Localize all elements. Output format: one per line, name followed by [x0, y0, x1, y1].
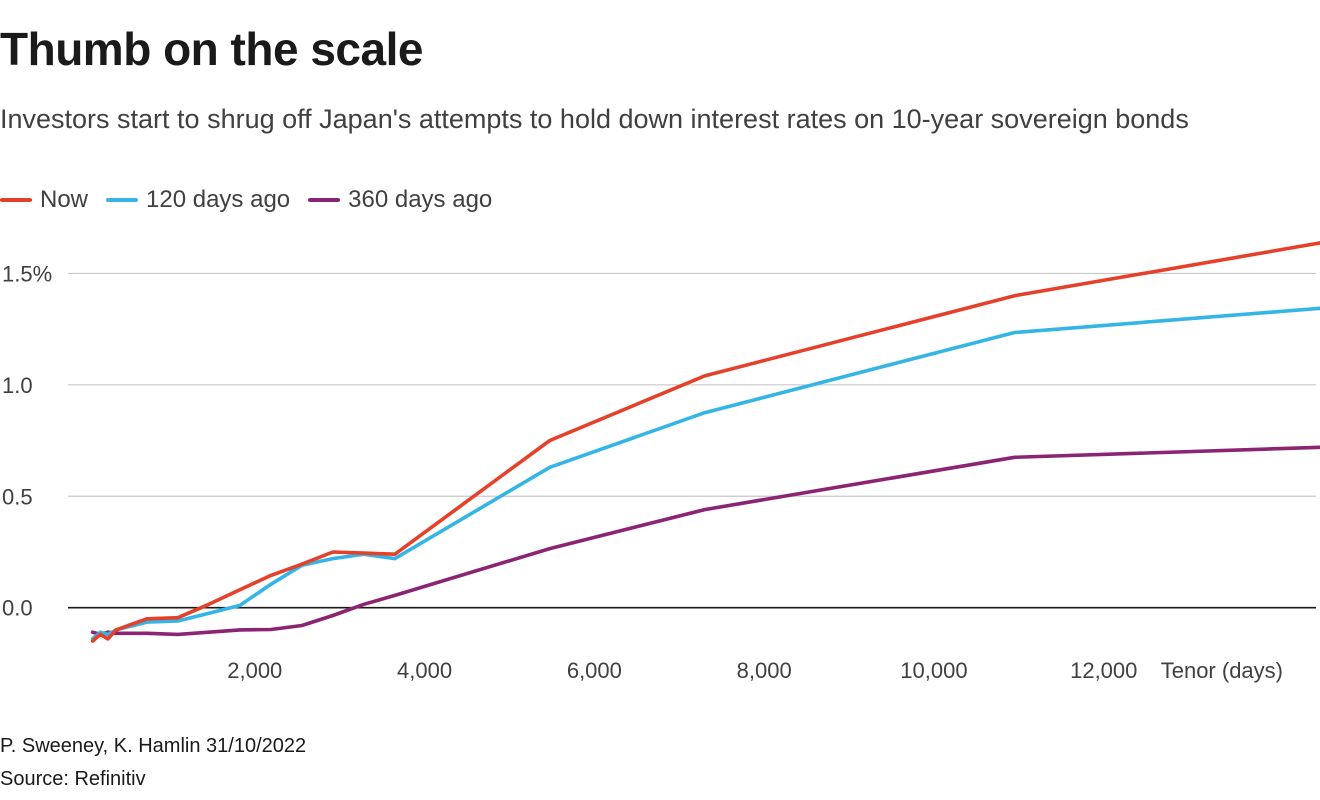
chart-subtitle: Investors start to shrug off Japan's att…: [0, 104, 1189, 134]
x-tick-label: 4,000: [397, 658, 452, 683]
legend-item-now: Now: [0, 186, 88, 214]
y-tick-label: 0.5: [2, 484, 33, 509]
source-note: Source: Refinitiv: [0, 768, 146, 790]
x-tick-label: 8,000: [737, 658, 792, 683]
y-tick-label: 0.0: [2, 596, 33, 621]
series-line-120-days-ago: [90, 306, 1320, 641]
y-tick-label: 1.0: [2, 373, 33, 398]
legend-swatch-120-days-ago: [106, 198, 139, 202]
legend-item-360-days-ago: 360 days ago: [308, 186, 492, 214]
x-tick-label: 10,000: [900, 658, 967, 683]
legend-item-120-days-ago: 120 days ago: [106, 186, 290, 214]
series-line-now: [90, 241, 1320, 643]
legend-label-120-days-ago: 120 days ago: [146, 186, 291, 213]
x-tick-label: 6,000: [567, 658, 622, 683]
x-axis-title: Tenor (days): [1161, 658, 1283, 683]
series-line-360-days-ago: [90, 445, 1320, 637]
chart-legend: Now 120 days ago 360 days ago: [0, 186, 510, 214]
byline: P. Sweeney, K. Hamlin 31/10/2022: [0, 735, 307, 757]
legend-label-now: Now: [40, 186, 89, 213]
legend-swatch-now: [0, 198, 32, 202]
x-tick-label: 12,000: [1070, 658, 1137, 683]
y-tick-label: 1.5%: [2, 261, 52, 286]
legend-swatch-360-days-ago: [308, 198, 341, 202]
legend-label-360-days-ago: 360 days ago: [348, 186, 493, 213]
line-chart: 1.5% 1.0 0.5 0.0 2,000 4,000 6,000 8,000 10,000 1…: [2, 241, 1320, 683]
chart-title: Thumb on the scale: [0, 23, 423, 75]
x-tick-label: 2,000: [227, 658, 282, 683]
